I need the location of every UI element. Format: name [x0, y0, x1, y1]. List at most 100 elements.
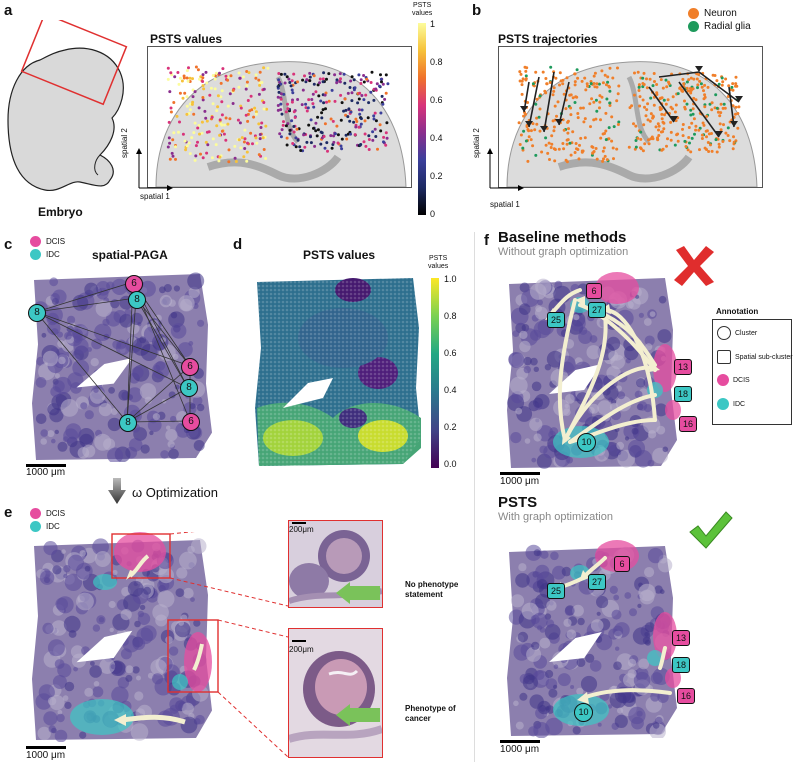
scatter-point: [352, 88, 356, 92]
paga-graph: [35, 281, 191, 423]
scatter-point: [710, 101, 714, 105]
scatter-point: [669, 138, 673, 142]
scatter-point: [610, 115, 614, 119]
scatter-point: [571, 96, 575, 100]
scatter-point: [345, 137, 349, 141]
scatter-point: [258, 70, 262, 74]
scatter-point: [645, 86, 649, 90]
scatter-point: [724, 131, 728, 135]
scatter-point: [673, 110, 677, 114]
scatter-point: [734, 84, 737, 88]
scatter-point: [188, 76, 192, 80]
paga-node: 8: [180, 379, 198, 397]
scatter-point: [573, 101, 577, 104]
scatter-point: [320, 116, 324, 120]
scatter-point: [350, 75, 354, 79]
scatter-point: [720, 83, 724, 87]
scatter-point: [676, 92, 680, 96]
legend-radial-glia-label: Radial glia: [704, 21, 751, 32]
scatter-point: [616, 66, 619, 70]
scatter-point: [664, 102, 668, 106]
scatter-point: [180, 79, 184, 83]
scatter-point: [363, 132, 367, 136]
scatter-point: [691, 87, 695, 91]
scatter-point: [178, 120, 181, 124]
panel-e-overlay: [111, 532, 289, 758]
scatter-point: [612, 157, 615, 161]
scatter-point: [696, 86, 699, 90]
scatter-point: [228, 117, 232, 121]
scatter-point: [717, 142, 721, 146]
scatter-point: [362, 98, 366, 102]
scatter-point: [248, 109, 252, 113]
scatter-point: [379, 111, 383, 115]
scatter-point: [592, 100, 596, 104]
scatter-point: [279, 97, 283, 101]
scatter-point: [323, 146, 327, 150]
scatter-point: [595, 109, 599, 113]
scatter-point: [172, 131, 176, 135]
trajectory-arrowhead: [525, 121, 533, 127]
scatter-point: [344, 133, 348, 137]
scatter-point: [247, 71, 251, 75]
scalebar-f-bottom: [500, 740, 540, 743]
annotation-cluster: Cluster: [717, 326, 757, 340]
scatter-point: [177, 130, 180, 134]
scatter-point: [579, 106, 583, 110]
scatter-point: [254, 73, 258, 77]
scatter-point: [254, 110, 258, 114]
scatter-point: [364, 93, 368, 97]
scatter-point: [191, 77, 194, 81]
panel-c-legend: DCIS IDC: [30, 236, 65, 260]
scatter-point: [584, 88, 588, 92]
scatter-point: [380, 80, 383, 84]
scatter-point: [264, 124, 268, 128]
scatter-point: [338, 72, 342, 76]
scatter-point: [581, 106, 585, 110]
scatter-point: [585, 82, 589, 86]
scatter-point: [686, 89, 690, 93]
scatter-point: [666, 137, 669, 141]
scatter-point: [227, 160, 231, 164]
scatter-point: [665, 85, 669, 89]
square-icon: [717, 350, 731, 364]
scatter-point: [255, 141, 259, 145]
scatter-point: [633, 93, 636, 97]
scatter-point: [309, 135, 312, 139]
scatter-point: [518, 143, 522, 146]
scatter-point: [211, 102, 215, 106]
scatter-point: [220, 113, 224, 117]
scatter-point: [340, 147, 344, 151]
scatter-point: [605, 158, 609, 162]
scatter-point: [706, 85, 710, 89]
scatter-point: [665, 144, 668, 148]
scatter-point: [599, 118, 602, 122]
scatter-point: [188, 108, 192, 112]
scatter-point: [216, 94, 220, 98]
scatter-point: [642, 71, 646, 75]
scatter-point: [574, 142, 578, 145]
scatter-point: [174, 157, 177, 161]
scatter-point: [379, 129, 383, 133]
scatter-point: [201, 84, 205, 88]
scatter-point: [228, 92, 232, 96]
scatter-point: [521, 77, 525, 81]
scatter-point: [548, 81, 552, 84]
scatter-point: [608, 89, 612, 93]
scatter-point: [565, 138, 569, 142]
scatter-point: [643, 105, 646, 109]
scatter-point: [174, 145, 177, 149]
scatter-point: [676, 139, 680, 143]
scatter-point: [292, 110, 296, 114]
scatter-point: [181, 132, 185, 136]
cb-d-tick: 0.8: [444, 311, 457, 321]
scatter-point: [583, 136, 587, 140]
dcis-dot: [717, 374, 729, 386]
scatter-point: [552, 125, 556, 129]
scatter-point: [226, 122, 230, 126]
scatter-point: [549, 65, 553, 69]
scatter-point: [242, 75, 245, 79]
scatter-point: [687, 78, 691, 82]
scatter-point: [600, 95, 604, 99]
scatter-point: [234, 160, 238, 163]
